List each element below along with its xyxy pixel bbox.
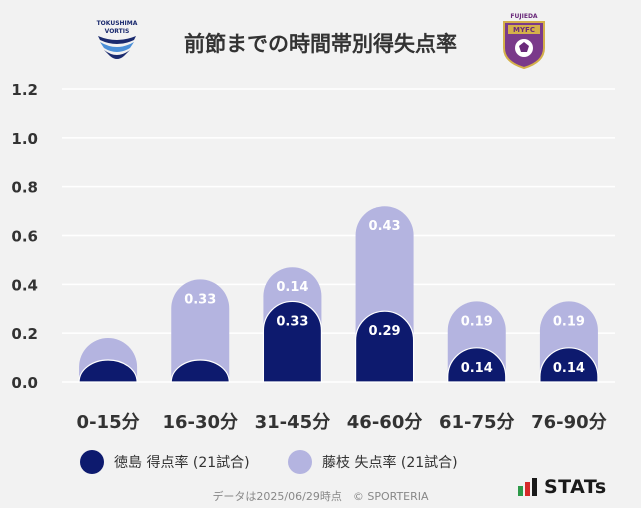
x-tick-label: 76-90分 [531,412,607,433]
y-tick-label: 0.8 [11,179,38,197]
tokushima-vortis-logo: TOKUSHIMA VORTIS [94,18,140,66]
footer-note: データは2025/06/29時点 © SPORTERIA [212,490,429,503]
legend-label-team-a: 徳島 得点率 (21試合) [114,455,250,471]
legend-swatch-team-a [80,450,104,474]
logo-left-text-2: VORTIS [105,28,130,35]
chart-plot: 0.0 0.2 0.4 0.6 0.8 1.0 1.2 0-15分 0.33 16-30分 0.33… [11,81,615,433]
legend-swatch-team-b [288,450,312,474]
bar-team-a [78,359,138,383]
data-label-team-b: 0.19 [553,314,585,329]
data-label-team-b: 0.19 [461,314,493,329]
y-tick-label: 0.0 [11,374,38,392]
data-label-team-a: 0.14 [553,361,585,376]
data-label-team-a: 0.14 [461,361,493,376]
bar-team-a [262,300,323,383]
y-tick-label: 0.4 [11,276,38,294]
y-tick-label: 1.0 [11,130,38,148]
y-tick-label: 1.2 [11,81,38,99]
data-label-team-b: 0.33 [184,292,216,307]
y-tick-label: 0.2 [11,325,38,343]
data-label-team-a: 0.29 [369,324,401,339]
stats-brand: STATs [518,476,607,498]
legend-label-team-b: 藤枝 失点率 (21試合) [322,455,458,471]
x-tick-label: 46-60分 [347,412,423,433]
x-tick-label: 61-75分 [439,412,515,433]
logo-right-text-1: FUJIEDA [510,13,538,20]
x-tick-label: 0-15分 [77,412,140,433]
bar-team-a [447,347,507,383]
header: TOKUSHIMA VORTIS 前節までの時間帯別得失点率 FUJIEDA M… [0,0,641,80]
legend-item-team-b: 藤枝 失点率 (21試合) [288,450,458,474]
bar-team-b [171,279,230,382]
logo-left-text-1: TOKUSHIMA [97,20,138,27]
y-tick-label: 0.6 [11,228,38,246]
stats-logo-icon [518,478,537,496]
x-tick-label: 16-30分 [162,412,238,433]
data-label-team-b: 0.14 [276,280,308,295]
fujieda-myfc-logo: FUJIEDA MYFC [498,10,550,74]
bar-team-a [170,359,230,383]
legend-item-team-a: 徳島 得点率 (21試合) [80,450,250,474]
chart-title: 前節までの時間帯別得失点率 [184,32,457,56]
legend: 徳島 得点率 (21試合) 藤枝 失点率 (21試合) [80,450,600,474]
stats-brand-text: STATs [544,476,607,498]
bar-team-a [539,347,599,383]
data-label-team-a: 0.33 [276,314,308,329]
bar-team-a [354,310,415,383]
logo-right-text-2: MYFC [513,26,535,34]
data-label-team-b: 0.43 [369,219,401,234]
x-tick-label: 31-45分 [255,412,331,433]
